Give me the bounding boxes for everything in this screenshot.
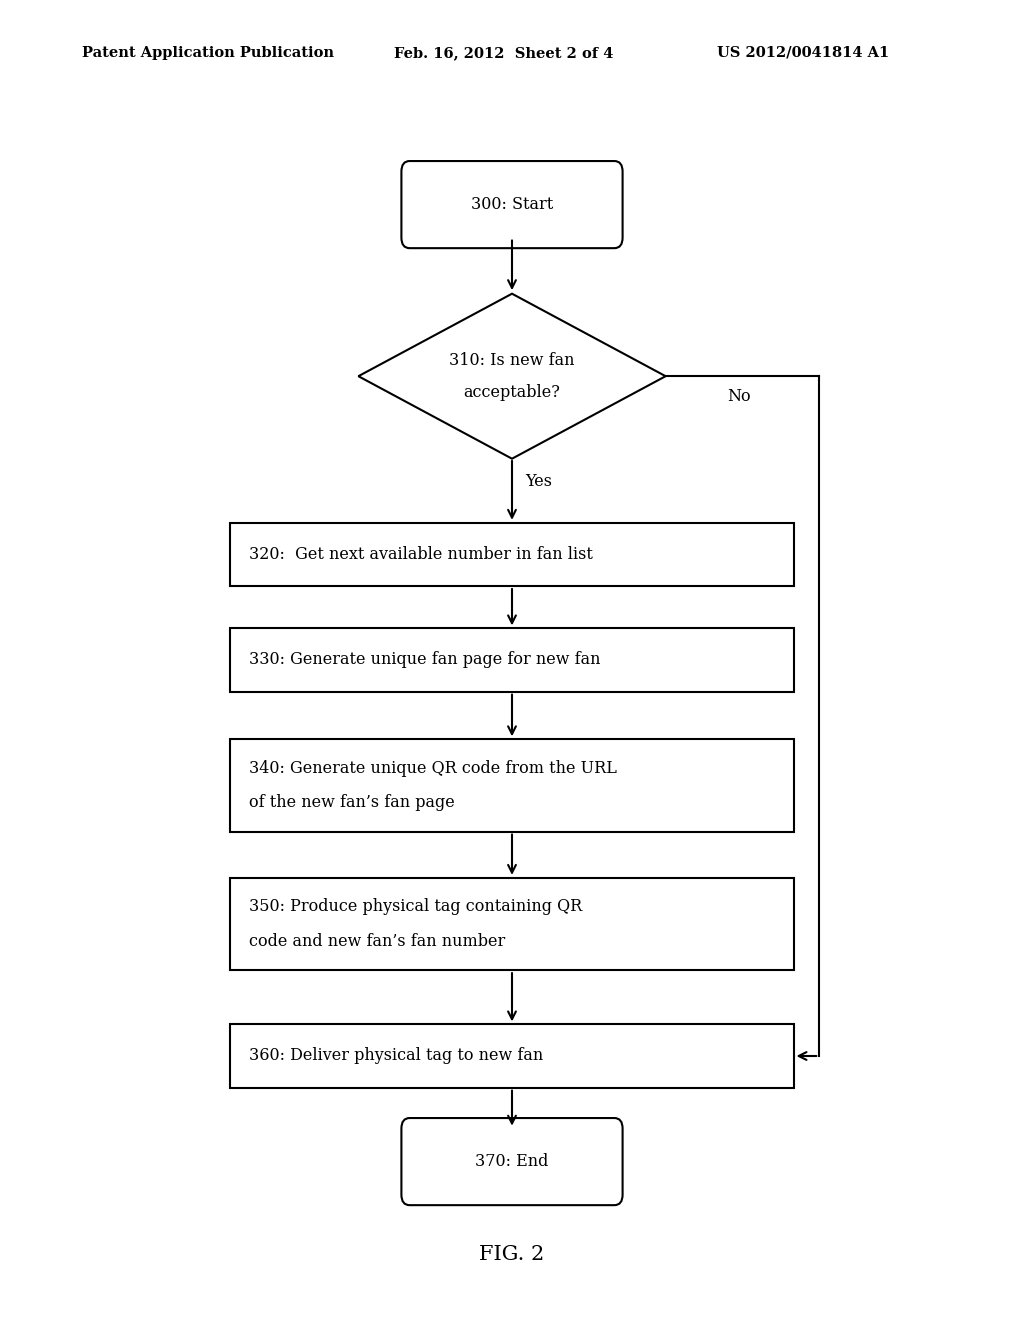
Text: 320:  Get next available number in fan list: 320: Get next available number in fan li…	[249, 546, 593, 562]
Text: Feb. 16, 2012  Sheet 2 of 4: Feb. 16, 2012 Sheet 2 of 4	[394, 46, 613, 59]
Bar	[230, 523, 794, 586]
Text: Patent Application Publication: Patent Application Publication	[82, 46, 334, 59]
FancyBboxPatch shape	[401, 1118, 623, 1205]
Text: of the new fan’s fan page: of the new fan’s fan page	[249, 795, 455, 810]
Text: 340: Generate unique QR code from the URL: 340: Generate unique QR code from the UR…	[249, 760, 616, 776]
FancyBboxPatch shape	[401, 161, 623, 248]
Text: 350: Produce physical tag containing QR: 350: Produce physical tag containing QR	[249, 899, 582, 915]
Text: acceptable?: acceptable?	[464, 384, 560, 400]
Bar	[230, 1024, 794, 1088]
Text: Yes: Yes	[525, 474, 552, 490]
Text: US 2012/0041814 A1: US 2012/0041814 A1	[717, 46, 889, 59]
Text: FIG. 2: FIG. 2	[479, 1245, 545, 1263]
Bar	[230, 878, 794, 970]
Text: No: No	[727, 388, 751, 404]
Bar	[230, 628, 794, 692]
Text: code and new fan’s fan number: code and new fan’s fan number	[249, 933, 505, 949]
Text: 360: Deliver physical tag to new fan: 360: Deliver physical tag to new fan	[249, 1048, 543, 1064]
Bar	[230, 739, 794, 832]
Text: 370: End: 370: End	[475, 1154, 549, 1170]
Text: 310: Is new fan: 310: Is new fan	[450, 352, 574, 368]
Text: 300: Start: 300: Start	[471, 197, 553, 213]
Text: 330: Generate unique fan page for new fan: 330: Generate unique fan page for new fa…	[249, 652, 600, 668]
Polygon shape	[358, 294, 666, 459]
